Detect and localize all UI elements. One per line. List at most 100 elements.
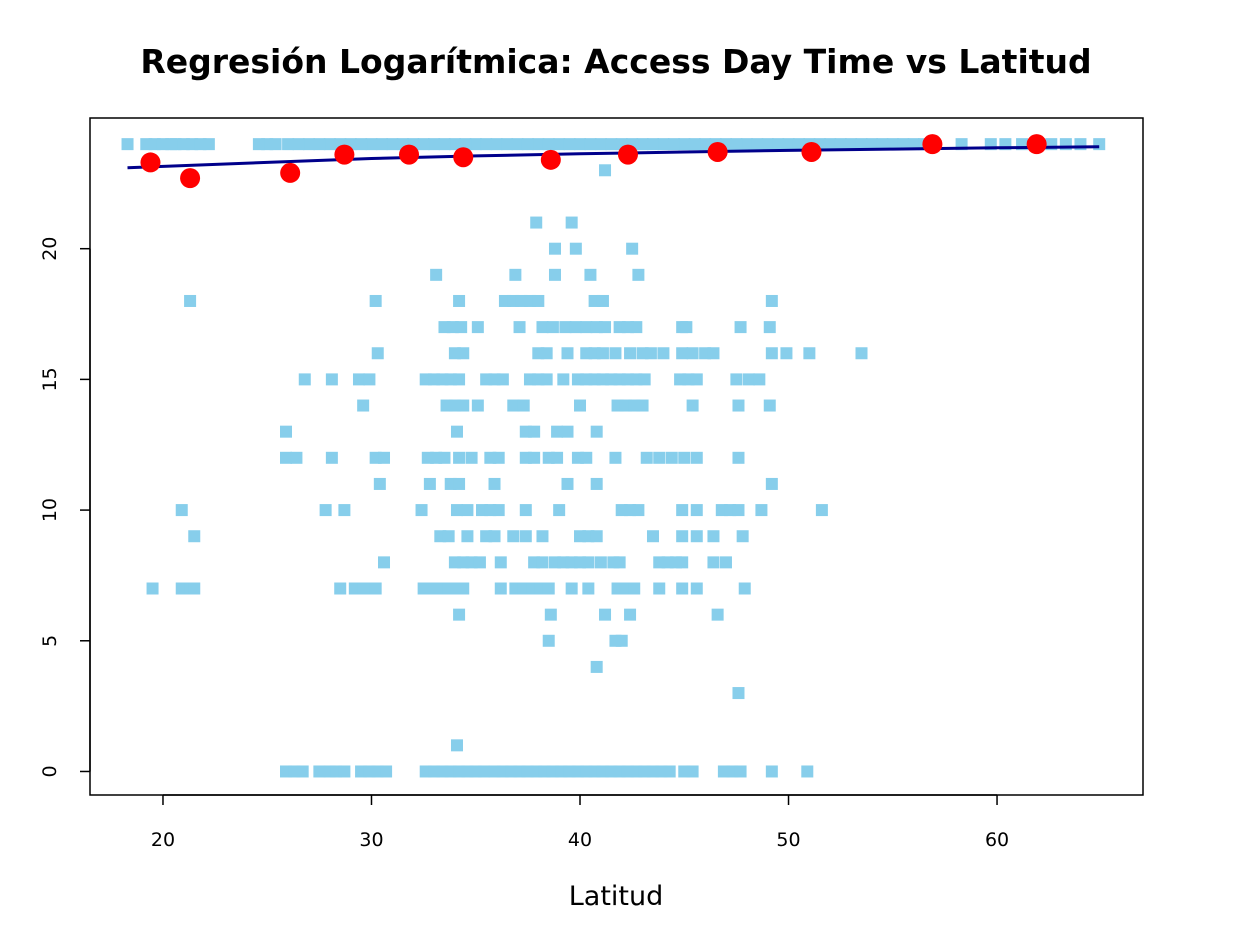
data-point [548,268,561,281]
data-point [325,451,338,464]
data-point [590,530,603,543]
y-tick-label: 15 [39,367,61,391]
data-point [580,451,593,464]
data-point [624,347,637,360]
data-point [519,530,532,543]
data-point [638,373,651,386]
data-point [540,347,553,360]
data-point [378,451,391,464]
data-point [676,582,689,595]
data-point [580,321,593,334]
data-point [352,373,365,386]
data-point [609,347,622,360]
data-point [690,530,703,543]
data-point [824,138,837,151]
chart-title: Regresión Logarítmica: Access Day Time v… [140,42,1091,81]
data-point [761,138,774,151]
data-point [450,504,463,517]
data-point [473,556,486,569]
data-point [507,530,520,543]
data-point [202,138,215,151]
data-point [542,582,555,595]
data-point [290,451,303,464]
data-point [707,530,720,543]
data-point [751,138,764,151]
mean-point [453,147,474,168]
data-point [438,138,451,151]
y-tick-label: 5 [39,635,61,647]
data-point [711,608,724,621]
data-point [548,242,561,255]
data-point [676,504,689,517]
data-point [763,321,776,334]
data-point [686,347,699,360]
data-point [707,556,720,569]
data-point [686,765,699,778]
data-point [730,138,743,151]
data-point [732,399,745,412]
data-point [574,138,587,151]
data-point [492,451,505,464]
plot-points [121,138,1106,778]
data-point [565,216,578,229]
data-point [292,138,305,151]
data-point [678,138,691,151]
y-tick-label: 0 [39,765,61,777]
data-point [755,504,768,517]
data-point [269,138,282,151]
data-point [676,530,689,543]
data-point [740,138,753,151]
data-point [494,556,507,569]
data-point [855,347,868,360]
data-point [415,504,428,517]
data-point [596,347,609,360]
data-point [845,138,858,151]
data-point [478,765,491,778]
data-point [559,321,572,334]
data-point [667,138,680,151]
data-point [386,138,399,151]
data-point [582,556,595,569]
mean-point [334,144,355,165]
data-point [569,321,582,334]
data-point [561,347,574,360]
data-point [357,399,370,412]
mean-point [801,141,822,162]
data-point [772,138,785,151]
x-tick-label: 20 [151,829,175,851]
data-point [417,138,430,151]
data-point [423,477,436,490]
data-point [319,504,332,517]
data-point [428,138,441,151]
data-point [907,138,920,151]
data-point [582,582,595,595]
data-point [513,321,526,334]
data-point [584,138,597,151]
data-point [699,138,712,151]
data-point [628,582,641,595]
data-point [528,451,541,464]
data-point [780,347,793,360]
data-point [551,425,564,438]
data-point [707,347,720,360]
data-point [455,321,468,334]
data-point [753,373,766,386]
data-point [688,138,701,151]
data-point [678,451,691,464]
data-point [801,765,814,778]
data-point [565,582,578,595]
data-point [599,164,612,177]
data-point [528,425,541,438]
data-point [765,294,778,307]
data-point [298,373,311,386]
data-point [646,530,659,543]
data-point [563,138,576,151]
x-tick-label: 40 [568,829,592,851]
data-point [480,138,493,151]
data-point [736,530,749,543]
data-point [365,138,378,151]
data-point [596,294,609,307]
mean-point [1026,134,1047,155]
data-point [380,765,393,778]
mean-point [399,144,420,165]
